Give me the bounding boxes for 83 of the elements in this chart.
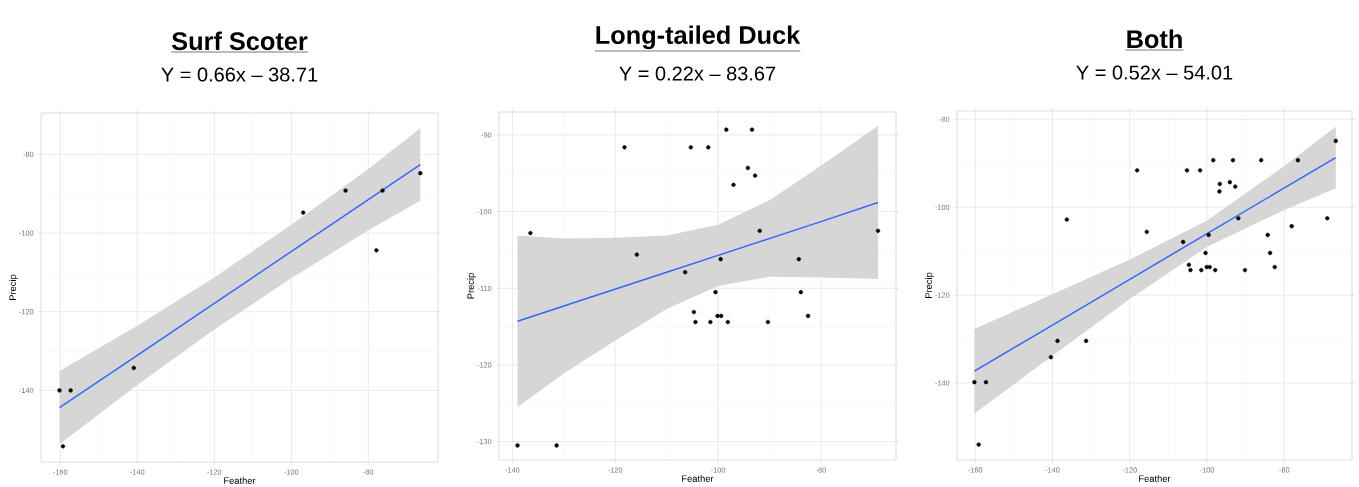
point <box>693 319 698 325</box>
point <box>1197 168 1203 173</box>
point <box>715 313 720 319</box>
point <box>1227 180 1233 185</box>
point <box>1083 338 1089 344</box>
point <box>805 313 811 319</box>
point <box>691 309 697 315</box>
point <box>1289 224 1294 229</box>
x-axis-title: Feather <box>682 475 714 482</box>
point <box>1134 168 1140 173</box>
chart-subtitle: Y = 0.22x – 83.67 <box>619 66 776 81</box>
point <box>1272 264 1277 270</box>
chart-title: Both <box>1127 29 1182 49</box>
point <box>1199 267 1204 273</box>
point <box>1267 250 1273 256</box>
point <box>757 228 762 233</box>
point <box>1236 216 1241 221</box>
point <box>1064 217 1069 222</box>
point <box>1230 158 1236 163</box>
point <box>1207 264 1212 270</box>
point <box>1213 267 1218 273</box>
point <box>706 145 711 150</box>
point <box>1211 158 1216 163</box>
x-axis-title: Feather <box>224 477 256 484</box>
point <box>983 380 989 385</box>
point <box>1233 184 1238 189</box>
point <box>725 319 730 325</box>
point <box>528 230 533 236</box>
point <box>765 319 771 325</box>
x-axis-title: Feather <box>1139 475 1171 482</box>
point <box>1325 216 1330 221</box>
point <box>798 290 803 295</box>
point <box>60 444 66 449</box>
point <box>1186 262 1192 267</box>
point <box>1180 239 1186 245</box>
point <box>343 188 348 193</box>
point <box>875 228 881 233</box>
point <box>1055 338 1060 344</box>
point <box>976 442 981 447</box>
chart-subtitle: Y = 0.66x – 38.71 <box>161 67 318 82</box>
y-axis-title: Precip <box>925 272 934 298</box>
point <box>719 313 724 319</box>
point <box>683 270 688 275</box>
point <box>622 145 627 150</box>
point <box>1184 168 1190 173</box>
point <box>1206 232 1211 238</box>
point <box>380 188 385 193</box>
point <box>796 257 801 262</box>
point <box>634 252 639 257</box>
point <box>745 165 751 171</box>
point <box>749 127 755 132</box>
point <box>1217 181 1222 187</box>
point <box>515 443 520 448</box>
point <box>554 443 559 448</box>
point <box>68 388 73 393</box>
point <box>1203 250 1208 256</box>
point <box>688 145 693 150</box>
point <box>1259 158 1264 163</box>
point <box>1295 158 1301 163</box>
point <box>752 173 758 178</box>
point <box>418 171 423 176</box>
point <box>1217 189 1222 194</box>
y-axis-title: Precip <box>9 274 18 300</box>
point <box>1048 355 1054 360</box>
point <box>713 290 718 295</box>
point <box>57 388 62 393</box>
point <box>1265 232 1270 238</box>
point <box>1333 138 1338 144</box>
point <box>1144 229 1149 235</box>
point <box>1188 267 1193 273</box>
point <box>1242 267 1248 273</box>
point <box>718 257 723 262</box>
point <box>374 248 379 253</box>
point <box>301 210 306 215</box>
chart-subtitle: Y = 0.52x – 54.01 <box>1076 65 1233 80</box>
y-axis-title: Precip <box>467 273 476 299</box>
point <box>972 380 977 385</box>
point <box>724 127 729 132</box>
chart-title: Surf Scoter <box>171 31 308 51</box>
point <box>131 365 136 371</box>
point <box>731 182 736 187</box>
chart-title: Long-tailed Duck <box>596 25 801 50</box>
point <box>708 319 713 325</box>
